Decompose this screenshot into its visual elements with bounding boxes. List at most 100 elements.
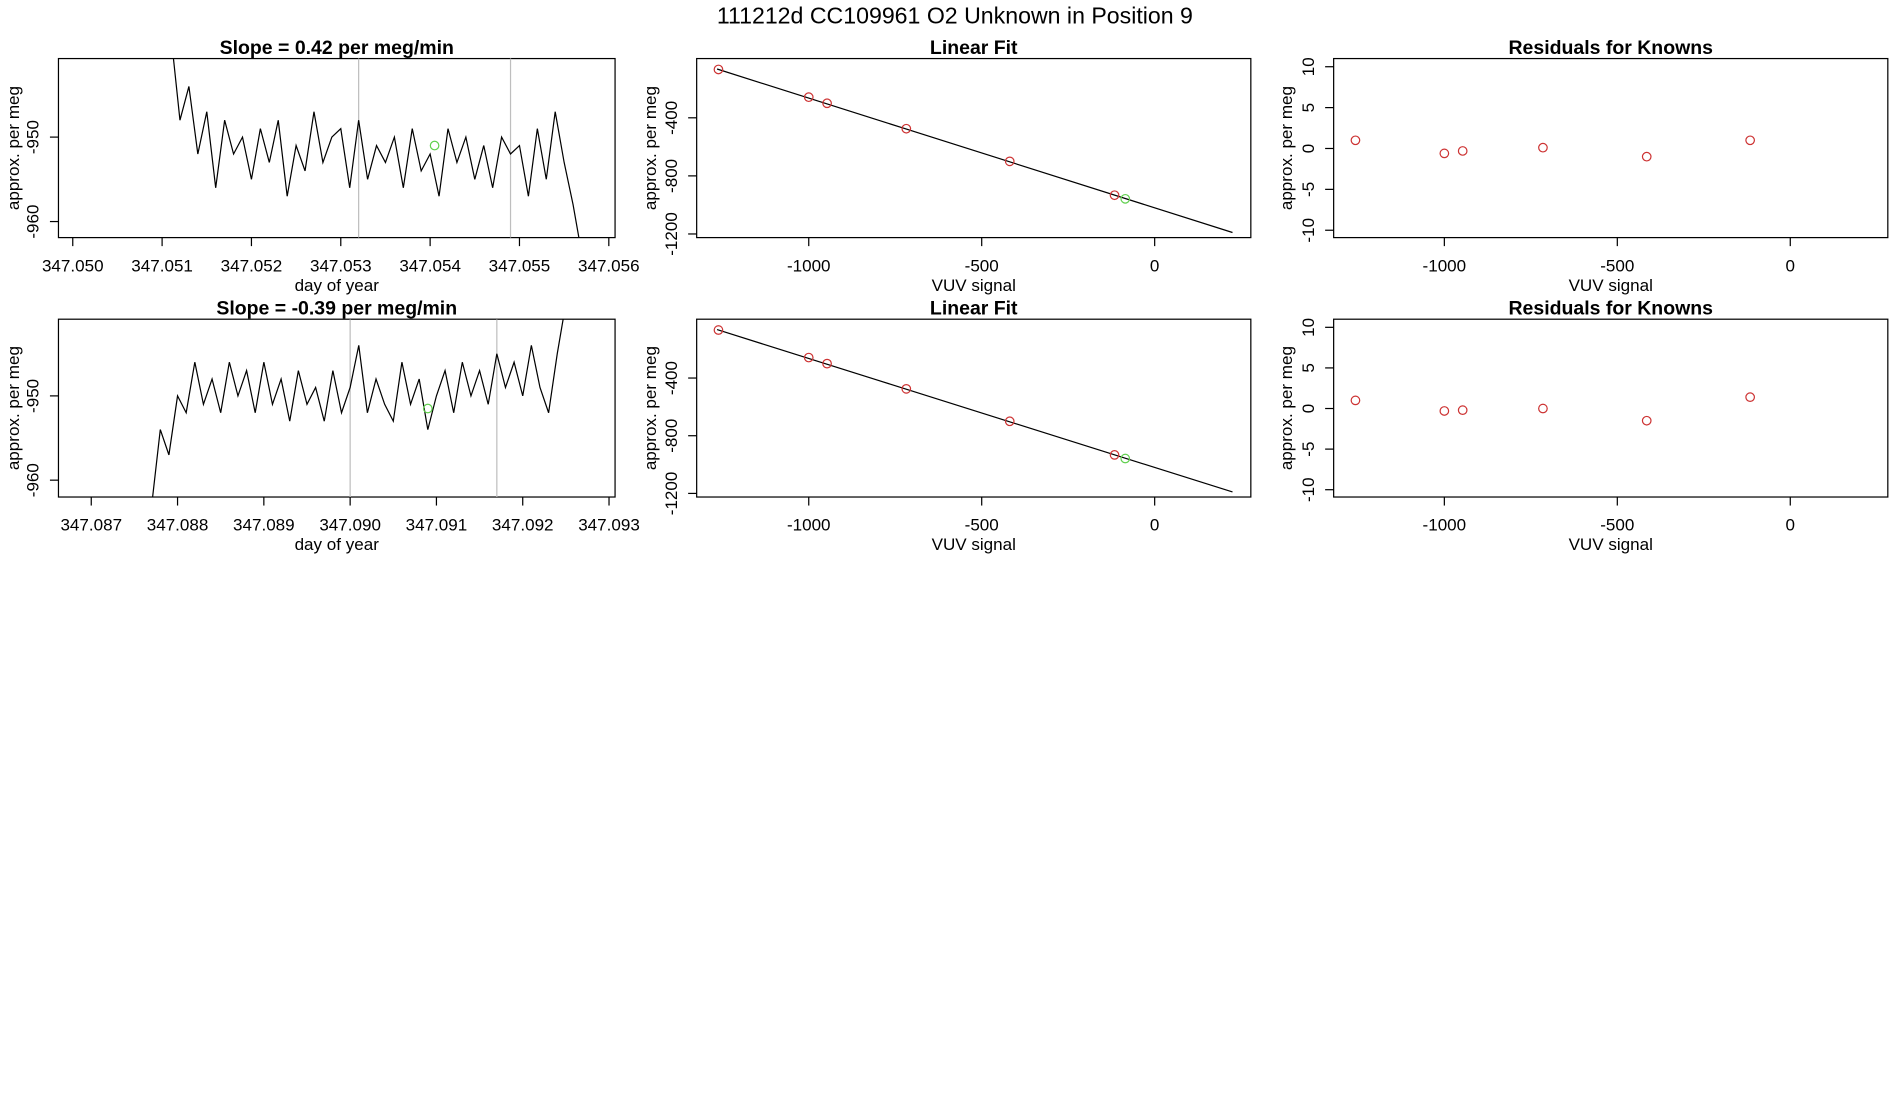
plot-area: [713, 325, 1233, 493]
x-tick-label: 347.088: [147, 516, 209, 535]
highlight-point: [429, 140, 440, 151]
point: [1350, 395, 1361, 406]
x-axis-label: VUV signal: [1569, 276, 1653, 295]
y-tick-label: -960: [24, 463, 43, 497]
panel: Residuals for Knowns VUV signal approx. pe…: [1277, 37, 1889, 295]
x-tick-label: 0: [1150, 256, 1159, 275]
plot-frame: [1333, 318, 1889, 498]
point: [1457, 405, 1468, 416]
x-tick-label: -500: [1600, 256, 1634, 275]
point: [1745, 392, 1756, 403]
panel: Slope = -0.39 per meg/min day of year appr…: [4, 298, 640, 555]
y-tick-label: -1200: [662, 212, 681, 256]
highlight-point: [1120, 453, 1131, 464]
point: [901, 123, 912, 134]
point: [1538, 403, 1548, 414]
plot-frame: [57, 318, 616, 498]
y-axis-label: approx. per meg: [1277, 86, 1296, 210]
x-tick-label: 347.092: [492, 516, 554, 535]
plot-frame: [696, 318, 1252, 498]
x-tick-label: 0: [1786, 256, 1795, 275]
y-tick-label: -1200: [662, 472, 681, 516]
point: [1641, 151, 1652, 162]
plot-area: [1350, 392, 1756, 426]
x-tick-label: 347.052: [221, 256, 283, 275]
x-tick-label: -1000: [1423, 516, 1467, 535]
y-tick-label: -10: [1299, 218, 1318, 243]
plot-area: [1350, 135, 1756, 162]
point: [713, 64, 724, 75]
y-axis-label: approx. per meg: [641, 346, 660, 470]
x-tick-label: 347.056: [578, 256, 640, 275]
panel-title: Linear Fit: [930, 298, 1018, 320]
y-tick-label: -5: [1299, 182, 1318, 197]
point: [803, 92, 814, 103]
y-tick-label: -950: [24, 379, 43, 413]
fit-line: [716, 329, 1233, 493]
panel-title: Linear Fit: [930, 37, 1018, 59]
x-tick-label: 347.053: [310, 256, 372, 275]
x-tick-label: 347.093: [578, 516, 640, 535]
y-axis-label: approx. per meg: [4, 346, 23, 470]
x-tick-label: 347.089: [233, 516, 295, 535]
point: [1641, 415, 1652, 426]
series-line: [152, 319, 564, 498]
panel: Slope = 0.42 per meg/min day of year appro…: [4, 37, 640, 295]
panel: Linear Fit VUV signal approx. per meg -1000…: [641, 298, 1252, 554]
y-tick-label: 10: [1299, 57, 1318, 76]
point: [1109, 190, 1120, 201]
point: [1457, 146, 1468, 156]
plot-frame: [1333, 57, 1889, 239]
point: [1004, 156, 1015, 167]
y-tick-label: 10: [1299, 318, 1318, 337]
y-tick-label: -10: [1299, 477, 1318, 502]
x-tick-label: -1000: [1423, 256, 1467, 275]
plot-frame: [696, 57, 1252, 239]
y-tick-label: -800: [662, 159, 681, 193]
point: [713, 325, 724, 335]
point: [1004, 416, 1015, 427]
x-axis-label: VUV signal: [1569, 535, 1653, 554]
y-tick-label: 5: [1299, 103, 1318, 112]
y-tick-label: -950: [24, 120, 43, 154]
panel-title: Residuals for Knowns: [1509, 37, 1714, 59]
x-tick-label: 0: [1150, 516, 1159, 535]
y-tick-label: 5: [1299, 363, 1318, 372]
x-tick-label: -500: [1600, 516, 1634, 535]
x-tick-label: -1000: [787, 516, 831, 535]
x-tick-label: 347.050: [42, 256, 104, 275]
plot-frame: [57, 57, 616, 239]
y-tick-label: -800: [662, 419, 681, 453]
x-tick-label: -1000: [787, 256, 831, 275]
plot-area: [713, 64, 1233, 234]
point: [1439, 148, 1450, 159]
x-tick-label: 347.091: [406, 516, 468, 535]
plot-area: [152, 319, 564, 498]
x-tick-label: 347.051: [131, 256, 193, 275]
panel-title: Slope = 0.42 per meg/min: [220, 37, 454, 59]
point: [1439, 406, 1450, 416]
point: [901, 383, 912, 394]
panel: Residuals for Knowns VUV signal approx. pe…: [1277, 298, 1889, 554]
y-axis-label: approx. per meg: [4, 86, 23, 210]
x-tick-label: -500: [965, 516, 999, 535]
x-tick-label: 347.054: [399, 256, 461, 275]
x-axis-label: VUV signal: [932, 535, 1016, 554]
x-axis-label: day of year: [295, 535, 380, 554]
x-tick-label: 347.090: [319, 516, 381, 535]
x-tick-label: -500: [965, 256, 999, 275]
point: [803, 352, 814, 363]
point: [1109, 450, 1120, 460]
panel: Linear Fit VUV signal approx. per meg -1000…: [641, 37, 1252, 295]
y-tick-label: -400: [662, 101, 681, 135]
series-line: [172, 58, 580, 238]
x-tick-label: 347.055: [489, 256, 551, 275]
y-tick-label: 0: [1299, 144, 1318, 153]
point: [1745, 135, 1756, 146]
x-tick-label: 0: [1786, 516, 1795, 535]
point: [1350, 135, 1361, 146]
x-tick-label: 347.087: [60, 516, 122, 535]
